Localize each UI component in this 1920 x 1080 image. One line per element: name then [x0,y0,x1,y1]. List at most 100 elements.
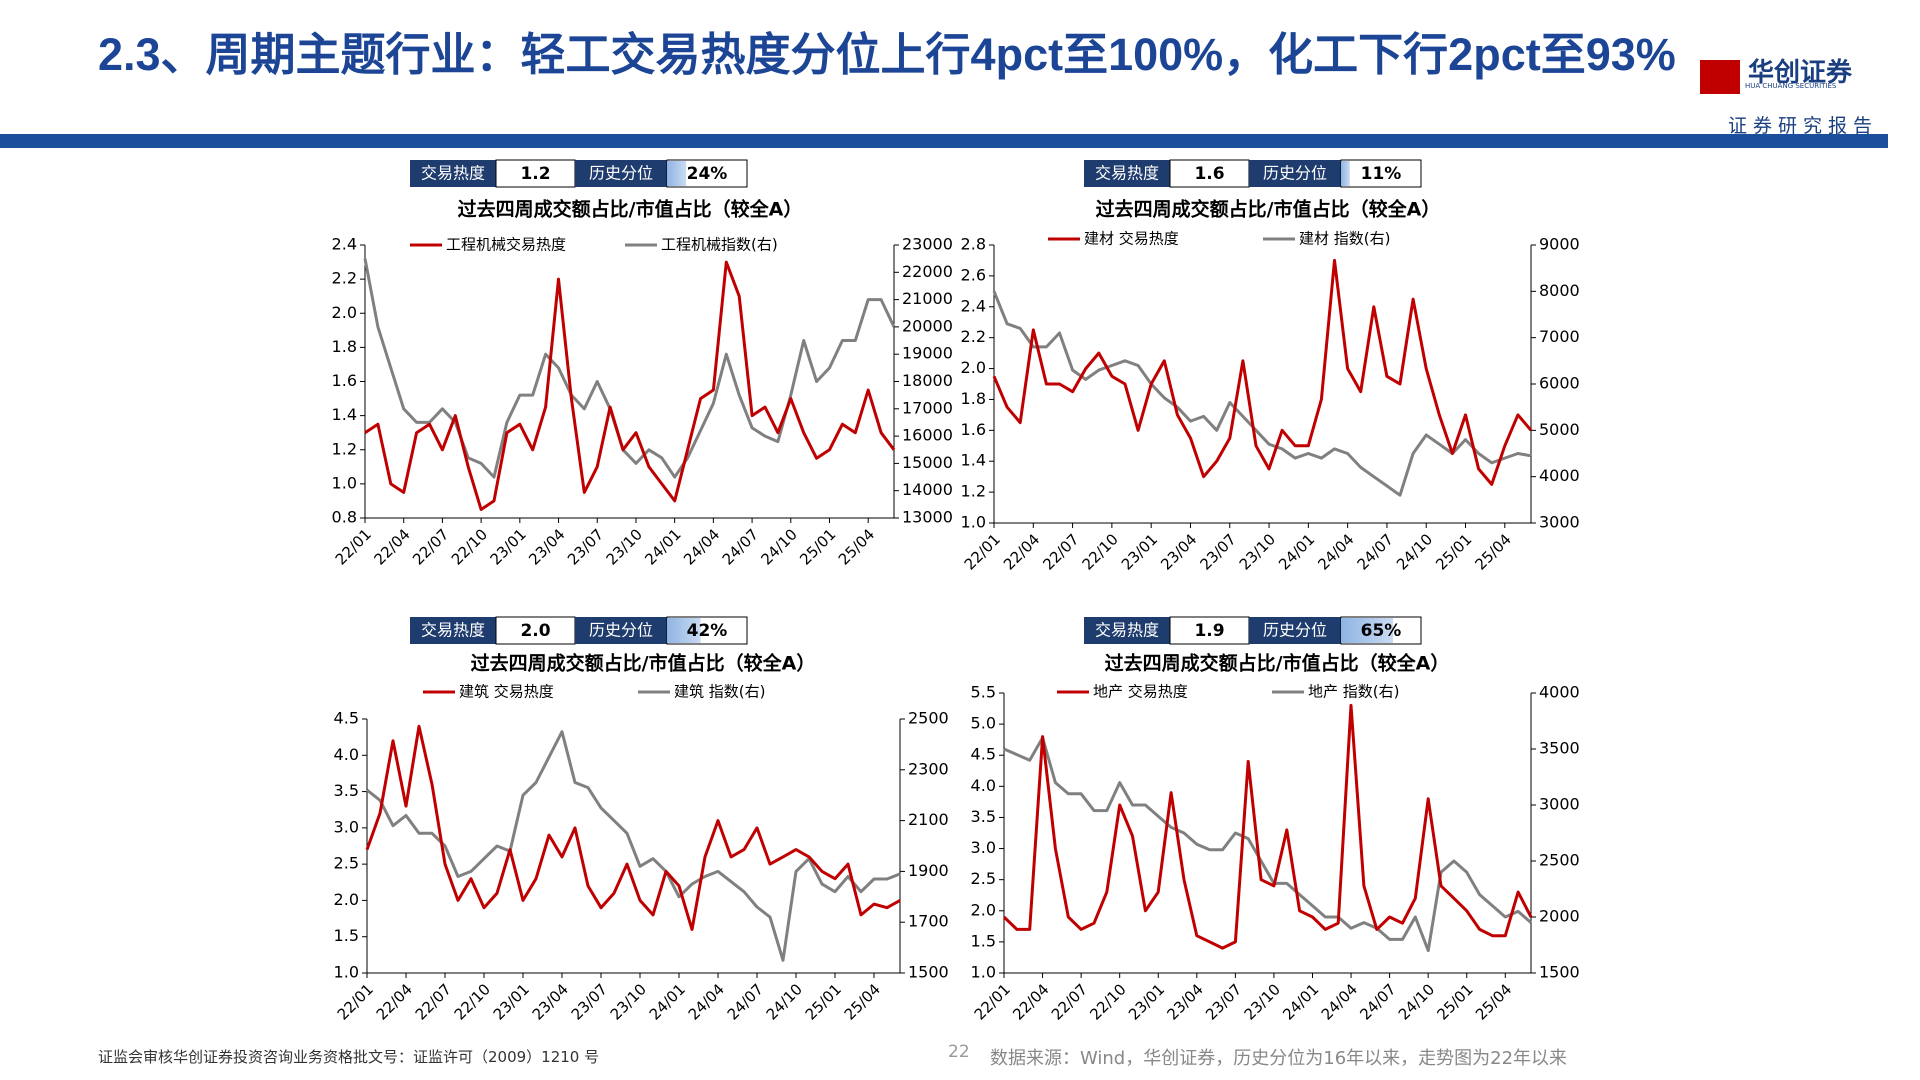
y2-tick-label: 17000 [902,398,953,417]
pct-bar [1341,618,1393,643]
box-value-cell [495,616,576,645]
pct-bar [1341,161,1350,186]
x-tick-label: 23/04 [1157,530,1200,573]
pct-label: 历史分位 [1263,164,1327,183]
box-label-cell [575,617,667,644]
x-tick-label: 22/04 [370,525,413,568]
x-tick-label: 25/01 [1433,980,1476,1023]
report-tag: 证券研究报告 [1727,115,1878,137]
y2-tick-label: 1500 [908,963,949,982]
legend-label: 工程机械交易热度 [446,236,566,254]
logo-en: HUA CHUANG SECURITIES [1745,82,1837,90]
x-tick-label: 22/04 [1009,980,1052,1023]
y2-tick-label: 19000 [902,344,953,363]
box-label-cell [575,160,667,187]
x-tick-label: 23/10 [607,980,650,1023]
y-tick-label: 1.8 [961,389,986,408]
y2-tick-label: 2300 [908,759,949,778]
box-label-cell [1249,617,1341,644]
x-tick-label: 25/01 [1432,530,1475,573]
y-tick-label: 2.8 [961,235,986,254]
x-tick-label: 24/07 [1354,530,1397,573]
y2-tick-label: 1900 [908,861,949,880]
y2-tick-label: 22000 [902,262,953,281]
y-tick-label: 5.0 [971,714,996,733]
y-tick-label: 2.5 [334,854,359,873]
pct-bar [667,161,687,186]
chart-title: 过去四周成交额占比/市值占比（较全A） [471,652,816,675]
y2-tick-label: 4000 [1539,466,1580,485]
series-line [366,730,901,962]
y2-tick-label: 2100 [908,810,949,829]
x-tick-label: 24/10 [1393,530,1436,573]
x-tick-label: 23/04 [529,980,572,1023]
y-tick-label: 2.4 [332,235,357,254]
license: 证监会审核华创证券投资咨询业务资格批文号：证监许可（2009）1210 号 [98,1048,600,1066]
x-tick-label: 24/01 [646,980,689,1023]
pct-label: 历史分位 [1263,621,1327,640]
y2-tick-label: 1700 [908,912,949,931]
heat-label: 交易热度 [1095,621,1159,640]
y2-tick-label: 9000 [1539,235,1580,254]
box-value-cell [1169,616,1250,645]
y2-tick-label: 3500 [1539,739,1580,758]
y-tick-label: 1.2 [332,439,357,458]
x-tick-label: 24/07 [719,525,762,568]
y-tick-label: 1.2 [961,482,986,501]
x-tick-label: 22/10 [448,525,491,568]
x-tick-label: 24/07 [1356,980,1399,1023]
y-tick-label: 1.0 [332,473,357,492]
box-value-cell [1169,159,1250,188]
y2-tick-label: 7000 [1539,327,1580,346]
heat-value: 2.0 [520,621,550,641]
y2-tick-label: 2000 [1539,907,1580,926]
y-tick-label: 3.0 [971,838,996,857]
y-tick-label: 2.0 [334,890,359,909]
x-tick-label: 24/04 [1314,530,1357,573]
heat-value: 1.6 [1194,164,1224,184]
x-tick-label: 23/04 [1164,980,1207,1023]
y-tick-label: 5.5 [971,683,996,702]
y-tick-label: 1.6 [961,420,986,439]
y-tick-label: 2.6 [961,265,986,284]
y-tick-label: 1.8 [332,337,357,356]
y2-tick-label: 20000 [902,316,953,335]
y-tick-label: 2.2 [961,327,986,346]
y2-tick-label: 16000 [902,426,953,445]
heat-value: 1.9 [1194,621,1224,641]
legend-label: 地产 指数(右) [1308,683,1399,701]
series-line [992,258,1533,486]
series-line [1003,736,1532,953]
chart-title: 过去四周成交额占比/市值占比（较全A） [1105,652,1450,675]
y-tick-label: 2.2 [332,269,357,288]
x-tick-label: 24/10 [1395,980,1438,1023]
x-tick-label: 22/01 [971,980,1014,1023]
y2-tick-label: 6000 [1539,374,1580,393]
y-tick-label: 4.5 [971,745,996,764]
heat-label: 交易热度 [1095,164,1159,183]
y2-tick-label: 15000 [902,453,953,472]
y-tick-label: 4.0 [971,776,996,795]
pct-label: 历史分位 [589,621,653,640]
source: 数据来源：Wind，华创证券，历史分位为16年以来，走势图为22年以来 [990,1048,1568,1069]
x-tick-label: 22/07 [1039,530,1082,573]
x-tick-label: 22/01 [334,980,377,1023]
y-tick-label: 1.5 [334,926,359,945]
x-tick-label: 24/01 [1279,980,1322,1023]
y-tick-label: 2.0 [332,303,357,322]
y2-tick-label: 8000 [1539,281,1580,300]
x-tick-label: 23/10 [603,525,646,568]
pct-cell [1340,159,1422,188]
x-tick-label: 22/10 [1079,530,1122,573]
x-tick-label: 22/10 [1086,980,1129,1023]
x-tick-label: 23/01 [490,980,533,1023]
x-tick-label: 23/07 [1202,980,1245,1023]
x-tick-label: 22/01 [332,525,375,568]
x-tick-label: 24/10 [757,525,800,568]
y2-tick-label: 1500 [1539,963,1580,982]
series-line [1002,703,1533,950]
x-tick-label: 23/01 [1118,530,1161,573]
x-tick-label: 24/07 [724,980,767,1023]
pct-label: 历史分位 [589,164,653,183]
